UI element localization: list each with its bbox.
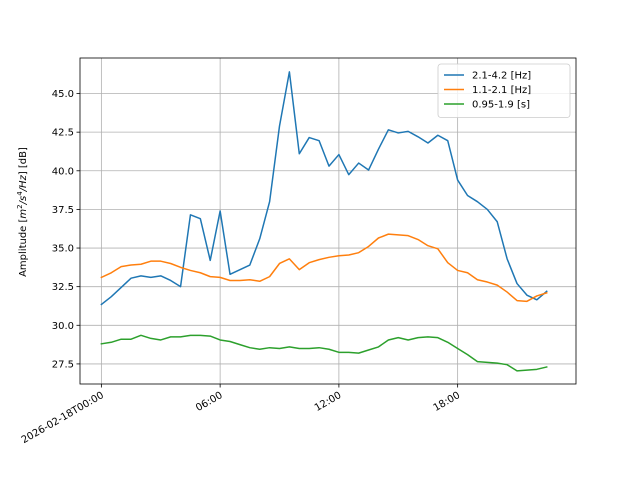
y-axis-label-mid: /s xyxy=(18,196,29,206)
grid xyxy=(80,58,576,384)
series-line-3 xyxy=(100,334,548,372)
y-axis-label-sup1: 2 xyxy=(16,204,24,208)
y-tick-label: 35.0 xyxy=(52,244,74,255)
y-tick-label: 30.0 xyxy=(52,321,74,332)
y-axis-label-end: /Hz xyxy=(18,174,29,192)
y-tick-label: 37.5 xyxy=(52,205,74,216)
y-tick-label: 27.5 xyxy=(52,359,74,370)
legend-label: 0.95-1.9 [s] xyxy=(472,100,530,111)
y-axis-label-math: m xyxy=(18,209,29,219)
legend-label: 2.1-4.2 [Hz] xyxy=(472,71,531,82)
y-axis-label-sup2: 4 xyxy=(16,191,24,196)
series-line-1 xyxy=(100,71,548,306)
y-axis-label-prefix: Amplitude [ xyxy=(18,219,29,277)
y-axis-label: Amplitude [m2/s4/Hz] [dB] xyxy=(16,147,29,277)
y-axis-label-suffix: ] [dB] xyxy=(18,147,29,175)
y-tick-label: 45.0 xyxy=(52,89,74,100)
plot-frame xyxy=(79,57,577,385)
legend-box xyxy=(437,63,571,118)
legend: 2.1-4.2 [Hz] 1.1-2.1 [Hz] 0.95-1.9 [s] xyxy=(437,63,571,118)
series-lines xyxy=(100,71,548,372)
y-tick-label: 42.5 xyxy=(52,128,74,139)
legend-label: 1.1-2.1 [Hz] xyxy=(472,85,531,96)
series-line-2 xyxy=(100,233,548,303)
y-tick-label: 40.0 xyxy=(52,166,74,177)
y-tick-label: 32.5 xyxy=(52,282,74,293)
